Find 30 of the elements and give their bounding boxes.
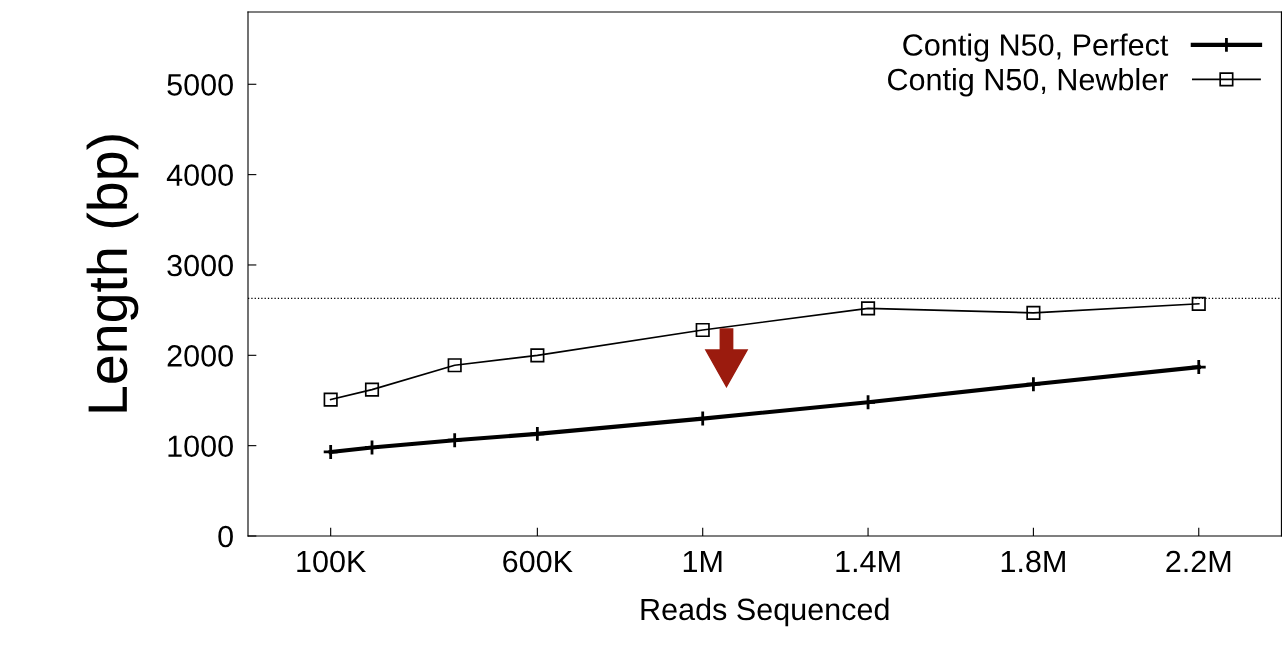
point — [529, 425, 546, 443]
point — [447, 358, 462, 373]
y-tick-label: 5000 — [167, 74, 233, 96]
y-axis-title: Length (bp) — [86, 135, 139, 412]
point — [364, 382, 380, 397]
x-axis-title: Reads Sequenced — [641, 597, 889, 627]
point — [1026, 305, 1041, 320]
point — [860, 301, 876, 316]
point — [363, 439, 381, 456]
point — [1191, 296, 1206, 311]
y-tick-label: 2000 — [167, 345, 233, 367]
x-tick-label: 1.4M — [836, 551, 900, 573]
legend-label: Contig N50, Perfect — [903, 33, 1169, 62]
point — [322, 443, 340, 461]
y-tick-label: 1000 — [168, 435, 233, 458]
point — [1190, 358, 1208, 376]
y-tick-label: 3000 — [167, 254, 233, 277]
x-tick-label: 1.8M — [1001, 550, 1065, 573]
x-tick-label: 600K — [503, 550, 573, 573]
point — [1025, 375, 1042, 393]
legend-label: Contig N50, Newbler — [888, 67, 1168, 97]
x-tick-label: 2.2M — [1166, 550, 1231, 573]
x-tick-label: 1M — [683, 551, 722, 573]
y-tick-label: 0 — [218, 525, 233, 548]
point — [446, 431, 464, 449]
x-tick-label: 100K — [297, 550, 367, 573]
y-tick-label: 4000 — [166, 164, 233, 186]
point — [695, 322, 710, 338]
point — [323, 392, 338, 407]
point — [530, 348, 545, 363]
